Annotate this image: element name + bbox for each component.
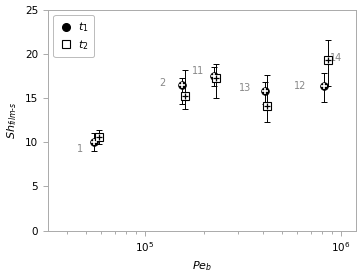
Text: 14: 14 bbox=[330, 53, 342, 63]
X-axis label: $Pe_b$: $Pe_b$ bbox=[192, 260, 212, 273]
Text: 13: 13 bbox=[239, 83, 252, 93]
Text: 1: 1 bbox=[77, 144, 83, 154]
Text: 11: 11 bbox=[192, 66, 205, 76]
Text: 2: 2 bbox=[160, 78, 166, 88]
Legend: $t_1$, $t_2$: $t_1$, $t_2$ bbox=[54, 15, 94, 57]
Text: 12: 12 bbox=[294, 81, 307, 92]
Y-axis label: $Sh_{film\text{-}s}$: $Sh_{film\text{-}s}$ bbox=[5, 101, 19, 139]
